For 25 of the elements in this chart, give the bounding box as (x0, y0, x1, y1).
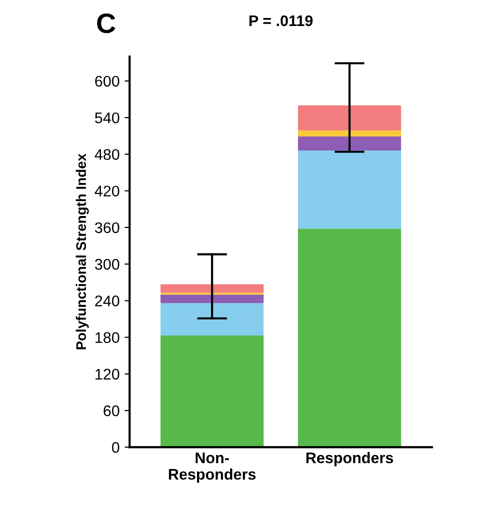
text: C (97, 13, 116, 34)
y-axis-title: Polyfunctional Strength Index (76, 154, 89, 350)
y-tick-label: 540 (95, 112, 120, 124)
y-tick-label: 180 (96, 332, 120, 343)
bar (298, 228, 402, 448)
bar (160, 294, 264, 304)
y-tick-label: 120 (96, 368, 120, 380)
x-tick-label: Non- Responders (168, 452, 256, 483)
y-tick-label: 0 (112, 442, 120, 453)
y-tick-label: 420 (94, 186, 120, 197)
y-tick-label: 300 (94, 258, 120, 270)
y-tick-label: 480 (94, 149, 120, 160)
bar (298, 150, 402, 229)
bar (298, 130, 402, 136)
bar (160, 303, 264, 336)
y-tick-label: 600 (95, 76, 120, 87)
y-tick-label: 360 (94, 222, 120, 234)
x-tick-label: Responders (306, 452, 394, 466)
y-tick-label: 60 (104, 405, 120, 416)
bar (160, 284, 264, 293)
bar (160, 335, 264, 448)
bar (298, 136, 402, 151)
y-tick-label: 240 (95, 296, 120, 306)
bar (298, 105, 402, 130)
chart-title: P = .0119 (249, 15, 313, 26)
